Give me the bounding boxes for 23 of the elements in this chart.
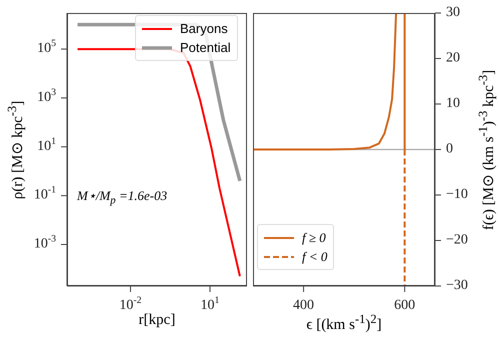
x-tick-label: 400 xyxy=(293,298,314,314)
y-tick-label: 10$^{-1}$ xyxy=(34,184,56,203)
y2-tick-label: −20 xyxy=(446,232,468,248)
y2-tick-label: 0 xyxy=(446,142,453,157)
legend-label: f < 0 xyxy=(302,248,328,264)
legend-label: Potential xyxy=(180,40,231,55)
x-tick-label: 10$^{1}$ xyxy=(200,294,220,314)
y2-tick-label: −30 xyxy=(446,278,468,294)
y-tick-label: 10$^{3}$ xyxy=(37,86,56,106)
y2-tick-label: 30 xyxy=(446,5,460,20)
y2-tick-label: 20 xyxy=(446,50,460,66)
y2-tick-label: −10 xyxy=(446,187,468,202)
annotation: M⋆/M$_{p}$ =1.6e-03 xyxy=(77,188,168,206)
legend-label: Baryons xyxy=(180,21,228,36)
y2-tick-label: 10 xyxy=(446,96,460,112)
y-tick-label: 10$^{5}$ xyxy=(37,38,56,56)
x-tick-label: 600 xyxy=(394,298,416,314)
y-tick-label: 10$^{-3}$ xyxy=(34,233,56,252)
y-tick-label: 10$^{1}$ xyxy=(37,136,56,154)
x-axis-title: ϵ [(km s$^{-1}$)$^{2}$] xyxy=(305,312,383,334)
x-tick-label: 10$^{-2}$ xyxy=(119,294,142,314)
x-axis-title: r[kpc] xyxy=(138,312,176,329)
legend-label: f ≥ 0 xyxy=(302,230,326,246)
